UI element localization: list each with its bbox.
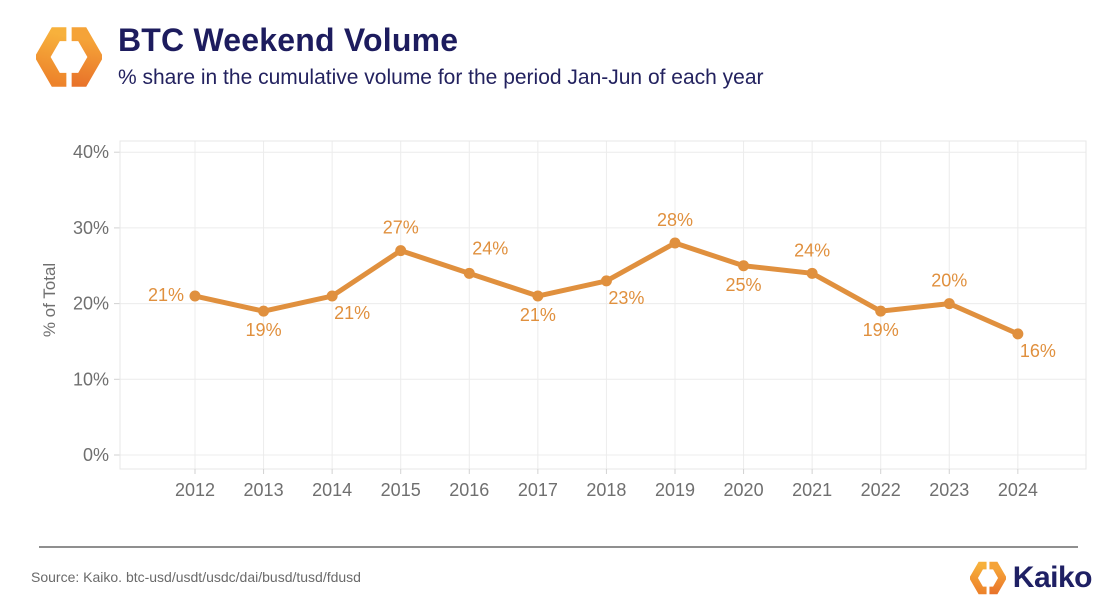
data-point — [395, 245, 407, 257]
data-label: 20% — [931, 271, 967, 291]
data-point — [463, 267, 475, 279]
x-tick-label: 2022 — [861, 480, 901, 500]
kaiko-logo-icon — [36, 27, 102, 87]
data-label: 21% — [334, 303, 370, 323]
data-point — [806, 267, 818, 279]
plot-border — [119, 140, 1087, 470]
data-point — [738, 260, 750, 272]
data-point — [875, 305, 887, 317]
data-point — [189, 290, 201, 302]
x-tick-label: 2014 — [312, 480, 352, 500]
x-tick-label: 2015 — [381, 480, 421, 500]
data-label: 24% — [472, 238, 508, 258]
brand-lockup: Kaiko — [969, 560, 1093, 596]
x-tick-label: 2024 — [998, 480, 1038, 500]
page-subtitle: % share in the cumulative volume for the… — [118, 66, 764, 89]
data-label: 24% — [794, 240, 830, 260]
x-tick-label: 2021 — [792, 480, 832, 500]
source-text: Source: Kaiko. btc-usd/usdt/usdc/dai/bus… — [31, 569, 361, 585]
data-label: 21% — [520, 305, 556, 325]
data-label: 25% — [726, 275, 762, 295]
y-axis-title: % of Total — [40, 263, 59, 337]
x-tick-label: 2016 — [449, 480, 489, 500]
x-tick-label: 2013 — [244, 480, 284, 500]
x-tick-label: 2019 — [655, 480, 695, 500]
data-label: 28% — [657, 210, 693, 230]
data-point — [669, 237, 681, 249]
x-tick-label: 2020 — [724, 480, 764, 500]
page-title: BTC Weekend Volume — [118, 22, 459, 58]
title-block: BTC Weekend Volume % share in the cumula… — [118, 22, 764, 90]
data-point — [1012, 328, 1024, 340]
data-point — [258, 305, 270, 317]
y-tick-label: 10% — [73, 369, 109, 389]
footer-divider — [39, 546, 1078, 548]
y-tick-label: 20% — [73, 294, 109, 314]
header: BTC Weekend Volume % share in the cumula… — [0, 0, 1120, 110]
data-point — [943, 298, 955, 310]
data-point — [326, 290, 338, 302]
data-label: 21% — [148, 285, 184, 305]
y-tick-label: 0% — [83, 445, 109, 465]
brand-name: Kaiko — [1012, 561, 1093, 594]
x-tick-label: 2017 — [518, 480, 558, 500]
kaiko-logo-icon — [969, 561, 1006, 595]
data-label: 19% — [863, 320, 899, 340]
data-label: 16% — [1020, 341, 1056, 361]
data-label: 27% — [383, 218, 419, 238]
y-tick-label: 30% — [73, 218, 109, 238]
x-tick-label: 2012 — [175, 480, 215, 500]
x-tick-label: 2018 — [586, 480, 626, 500]
data-label: 19% — [246, 320, 282, 340]
y-tick-label: 40% — [73, 142, 109, 162]
x-tick-label: 2023 — [929, 480, 969, 500]
data-label: 23% — [608, 288, 644, 308]
data-point — [532, 290, 544, 302]
data-point — [600, 275, 612, 287]
